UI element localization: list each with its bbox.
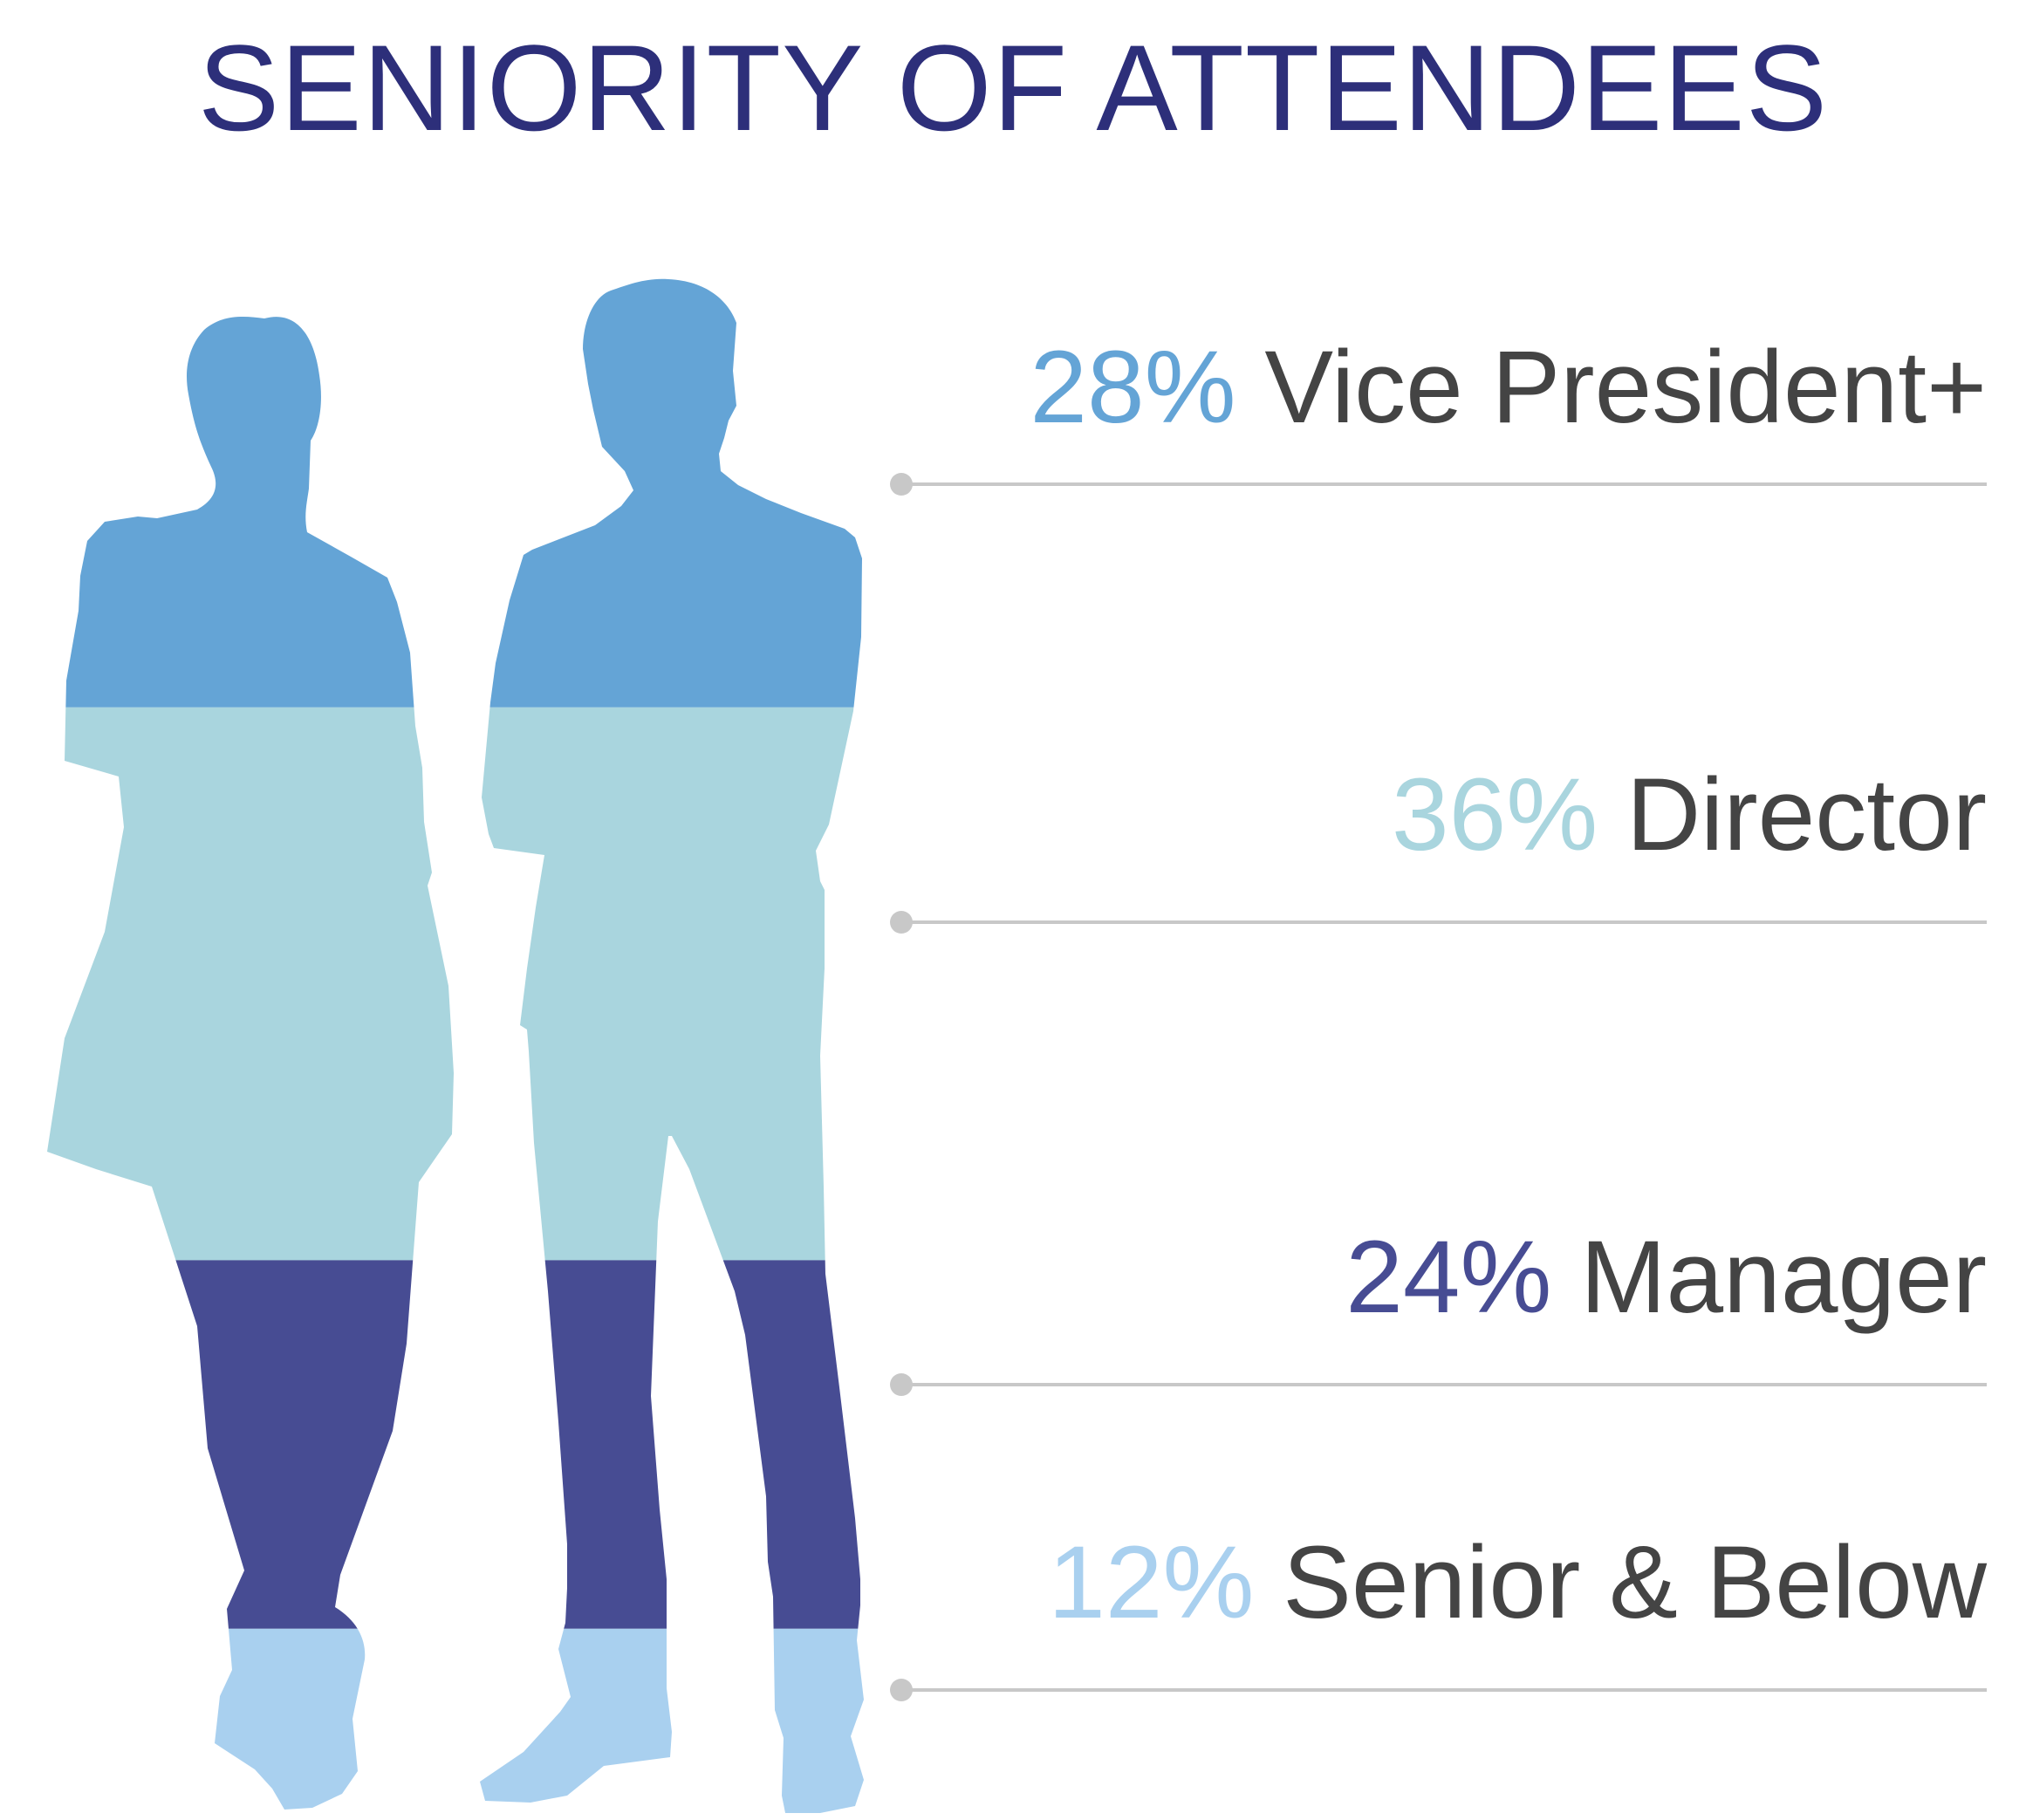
legend-percent: 24%: [1345, 1220, 1552, 1335]
man-band-senior-below: [480, 1628, 864, 1813]
legend-item-director: 36% Director: [1392, 763, 1987, 866]
legend-percent: 36%: [1391, 757, 1598, 872]
legend-divider: [900, 1383, 1987, 1386]
legend-percent: 12%: [1048, 1525, 1255, 1640]
legend-label: Director: [1626, 757, 1987, 872]
man-band-manager: [480, 1260, 864, 1629]
legend-item-senior-below: 12% Senior & Below: [1048, 1531, 1987, 1634]
legend-label: Manager: [1580, 1220, 1987, 1335]
legend-percent: 28%: [1030, 330, 1236, 445]
woman-band-senior-below: [47, 1628, 454, 1810]
legend-item-vice-president: 28% Vice President+: [1030, 336, 1987, 439]
legend-divider: [900, 920, 1987, 924]
legend-item-manager: 24% Manager: [1345, 1226, 1987, 1329]
chart-title: SENIORITY OF ATTENDEES: [197, 19, 1829, 156]
legend-label: Vice President+: [1264, 330, 1987, 445]
legend-label: Senior & Below: [1283, 1525, 1987, 1640]
legend-divider: [900, 1688, 1987, 1692]
legend-divider: [900, 482, 1987, 486]
attendee-silhouettes: [47, 278, 864, 1813]
